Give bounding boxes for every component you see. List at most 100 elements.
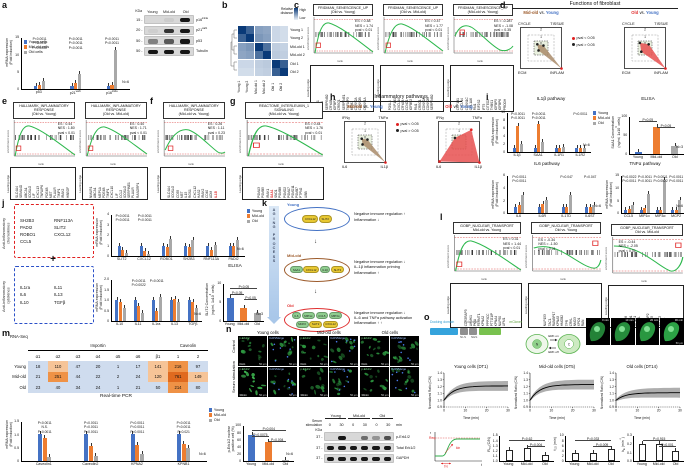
bar-wrap (232, 242, 236, 256)
p-value: P<0.0011 (653, 175, 668, 179)
p-value: P<0.05 (245, 296, 256, 301)
y-tick-label: 1.0 (609, 398, 614, 402)
bar-wrap (655, 207, 659, 213)
bar-chart: IL6 pathway mRNA expression (Fold inductio… (491, 162, 602, 220)
bar (184, 245, 188, 256)
x-category-label: IL13 (171, 321, 179, 326)
gsea-stats: ES : 0.44 NES : 1.80 pval < 0.01 (58, 122, 75, 136)
dapi-nucleus (278, 388, 281, 391)
gsea-stat: ES = 0.44 (305, 121, 321, 126)
value-cell: 18 (28, 361, 48, 372)
bar-wrap (47, 454, 52, 461)
value-cell: 1 (108, 382, 128, 393)
gsea-title-line: (Mid-old vs. Young) (178, 112, 210, 117)
vs-label: vs. (638, 10, 646, 15)
y-tick-label: 1.2 (492, 448, 498, 453)
stain-label: DAPI/Merge (269, 367, 285, 371)
radar-plot: Mid-old vs. Young 2 1 0 CYCLE TISSUE ECM INFLAM (512, 10, 570, 78)
error-bar (39, 431, 41, 435)
stage-annotation: Negative immune regulation ↓ IL-6 and TNF… (354, 310, 442, 326)
x-category-label: Mid-old (652, 461, 665, 466)
bc-body: t1/2 (min) 0 2 4 6 8 10 P=0.033 P=0.009 Young Mid-… (553, 420, 620, 468)
bar (672, 450, 680, 461)
p-value: P<0.0011 (622, 179, 637, 184)
rich-text: -1 (620, 437, 622, 440)
y-axis-label: mRNA expression (Fold induction) (5, 419, 13, 449)
row-header: Mid-old (12, 374, 26, 380)
p-value: P<0.05 (642, 118, 654, 122)
bar (122, 307, 126, 321)
bar-wrap (177, 431, 182, 461)
gene-name: CXCL12 (54, 232, 71, 237)
annotation-line: Negative immune regulation ↓ (354, 309, 406, 315)
gsea-stat: NES = -1.08 (493, 23, 513, 28)
bar-group (634, 436, 651, 461)
n-label: N=6 (286, 452, 293, 456)
outer-ring (438, 120, 480, 163)
cell-signal (321, 357, 325, 361)
bar-wrap (248, 432, 256, 461)
legend-item: Mid-old (246, 214, 264, 218)
dapi-nucleus (292, 384, 295, 386)
cell-signal (345, 341, 348, 344)
gsea-curve-area: ES = 0.47 NES = 1.77 pval < 0.01 (380, 17, 444, 59)
gsea-title-line: GOBP_NUCLEAR_TRANSPORT (620, 225, 674, 230)
cell-signal (332, 361, 336, 363)
legend: Young Mid-old Old (592, 111, 610, 125)
cell-signal (345, 337, 350, 342)
gsea-title-line: (Old vs. Young) (31, 112, 57, 117)
bar (655, 210, 659, 213)
bar (540, 142, 544, 152)
bar-wrap (639, 207, 643, 213)
bar-group (630, 117, 648, 154)
protein-name: p16ink4a (196, 16, 208, 23)
bar (169, 300, 173, 321)
bar-wrap (659, 206, 663, 213)
plot-area: P<0.0011 P<0.0011 P=0.047 P=0.047 N=6 (506, 175, 602, 214)
senescence-marker-qpcr-chart: mRNA expression (Fold induction) 0 5 10 15 P<0… (5, 8, 130, 96)
enrichment-curve (454, 25, 514, 52)
chart-title: Mid-old cells (DT5) (538, 364, 576, 369)
bar-wrap (671, 207, 675, 213)
significance-bracket: P=0.915 (642, 437, 676, 442)
gsea-title-line: (Old vs. Mid-old) (399, 10, 427, 15)
n-label: N=6 (122, 80, 129, 84)
cell-signal (249, 348, 253, 352)
gsea-title-box: HALLMARK_INFLAMMATORY RESPONSE (Old vs. Mi… (85, 102, 147, 119)
p-value: P<0.0011 (104, 41, 119, 46)
aging-model: Young CXCL12 SLIT2 Negative immune regulati… (284, 202, 442, 332)
gsea-stat: ES = 0.48 (355, 19, 371, 24)
cell-signal (330, 348, 335, 353)
kin-quantification-chart: kin (min-1) 0.0 0.1 0.2 0.3 P=0.915 P=0.001 You… (620, 420, 684, 468)
bar (624, 210, 628, 213)
stimulation-label: Serum stimulation (305, 419, 322, 427)
image-row: p-Erk1/2 0min 50 μm DAPI/Merge 50 μm (360, 336, 420, 366)
y-tick-label: 4 (503, 185, 506, 190)
cell-signal (302, 374, 306, 378)
p-value: P<0.05 (231, 290, 243, 295)
bc-body: SAA1 Concentration (ng/ml, 1x104 cells) 0 5… (611, 103, 684, 161)
gsea-title-line: (Old vs. Mid-old) (102, 112, 130, 117)
req-quantification-chart: Req (C/N) 1.0 1.1 1.2 1.3 1.4 1.5 P=0.62 P=0.004… (487, 420, 554, 468)
p-value: P<0.0011 (115, 214, 130, 218)
dapi-nucleus (273, 382, 276, 385)
heatmap-cell (271, 42, 280, 51)
panel-label-o: o (424, 312, 430, 322)
error-bar (118, 242, 120, 246)
gsea-title-line: HALLMARK_INFLAMMATORY (91, 103, 141, 108)
blot-strip (324, 432, 394, 442)
legend-swatch (208, 413, 213, 417)
gsea-stat: pval < 0.01 (503, 246, 521, 251)
row-header: Old (19, 384, 26, 390)
dapi-nucleus (350, 338, 352, 341)
protein-name: Total Erk1/2 (396, 445, 416, 450)
stain-label: p-Erk1/2 (300, 336, 311, 340)
gsea-svg (313, 17, 374, 54)
bar-wrap (210, 247, 214, 256)
bar (517, 204, 521, 213)
bar-group (94, 38, 130, 89)
error-bar (115, 47, 116, 51)
y-axis: 0 5 10 15 (614, 174, 621, 215)
